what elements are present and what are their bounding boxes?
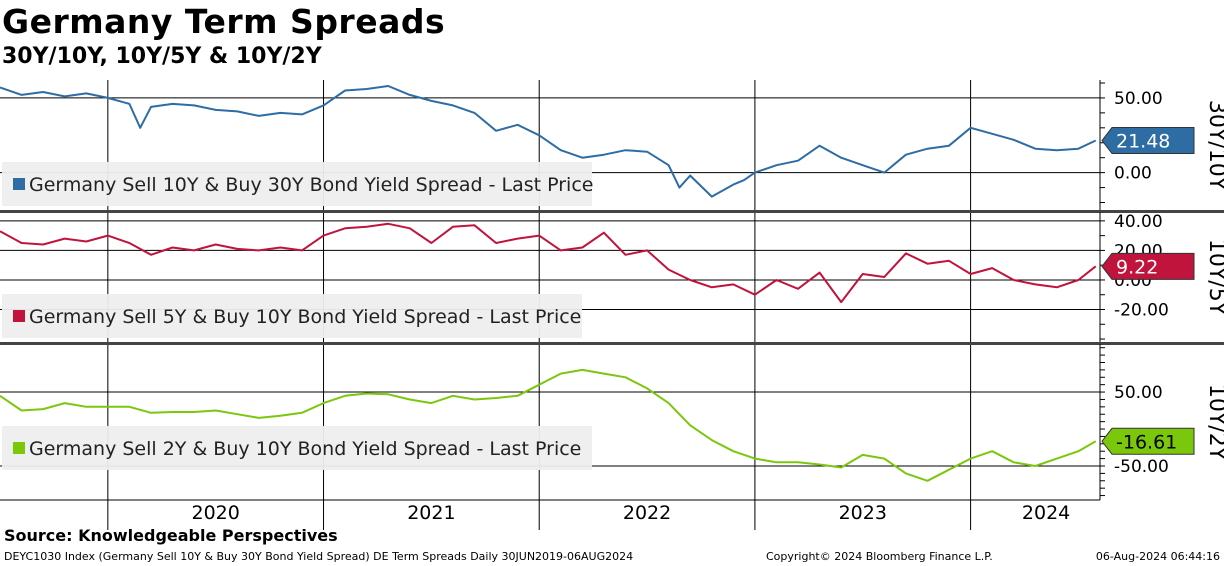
x-tick-label: 2021 xyxy=(407,502,455,524)
footer-copyright: Copyright© 2024 Bloomberg Finance L.P. xyxy=(766,550,993,563)
series-line-10y-2y xyxy=(0,368,1097,482)
chart-title: Germany Term Spreads xyxy=(2,2,446,41)
y-tick-label: 0.00 xyxy=(1114,164,1152,184)
y-tick-label: 50.00 xyxy=(1114,89,1163,109)
x-tick-label: 2023 xyxy=(839,502,887,524)
legend-label: Germany Sell 10Y & Buy 30Y Bond Yield Sp… xyxy=(29,174,593,196)
last-price-tag xyxy=(1101,427,1195,455)
x-tick-label: 2024 xyxy=(1022,502,1070,524)
legend-box xyxy=(2,294,582,338)
y-tick-label: 40.00 xyxy=(1114,212,1163,232)
y-tick-label: -50.00 xyxy=(1114,457,1169,477)
last-price-tag xyxy=(1101,127,1195,155)
panel-name: 10Y/5Y xyxy=(1204,239,1224,316)
chart-subtitle: 30Y/10Y, 10Y/5Y & 10Y/2Y xyxy=(2,44,322,69)
last-price-label: 9.22 xyxy=(1116,256,1158,278)
last-price-label: -16.61 xyxy=(1116,431,1177,453)
legend-label: Germany Sell 5Y & Buy 10Y Bond Yield Spr… xyxy=(29,306,581,328)
legend-swatch xyxy=(13,310,25,322)
x-tick-label: 2020 xyxy=(192,502,240,524)
y-tick-label: 50.00 xyxy=(1114,383,1163,403)
footer-description: DEYC1030 Index (Germany Sell 10Y & Buy 3… xyxy=(4,550,634,563)
series-line-10y-5y xyxy=(0,222,1097,304)
last-price-label: 21.48 xyxy=(1116,131,1170,153)
last-price-tag xyxy=(1101,252,1195,280)
panel-name: 30Y/10Y xyxy=(1204,100,1224,191)
legend-label: Germany Sell 2Y & Buy 10Y Bond Yield Spr… xyxy=(29,438,581,460)
panel-separator xyxy=(0,342,1224,345)
legend-swatch xyxy=(13,178,25,190)
legend-swatch xyxy=(13,442,25,454)
legend-box xyxy=(2,162,592,206)
footer-timestamp: 06-Aug-2024 06:44:16 xyxy=(1095,550,1220,563)
panel-name: 10Y/2Y xyxy=(1204,384,1224,461)
legend-box xyxy=(2,426,592,470)
x-tick-label: 2022 xyxy=(623,502,671,524)
panel-separator xyxy=(0,210,1224,213)
source-note: Source: Knowledgeable Perspectives xyxy=(4,526,338,545)
series-line-30y-10y xyxy=(0,85,1097,198)
y-tick-label: -20.00 xyxy=(1114,301,1169,321)
